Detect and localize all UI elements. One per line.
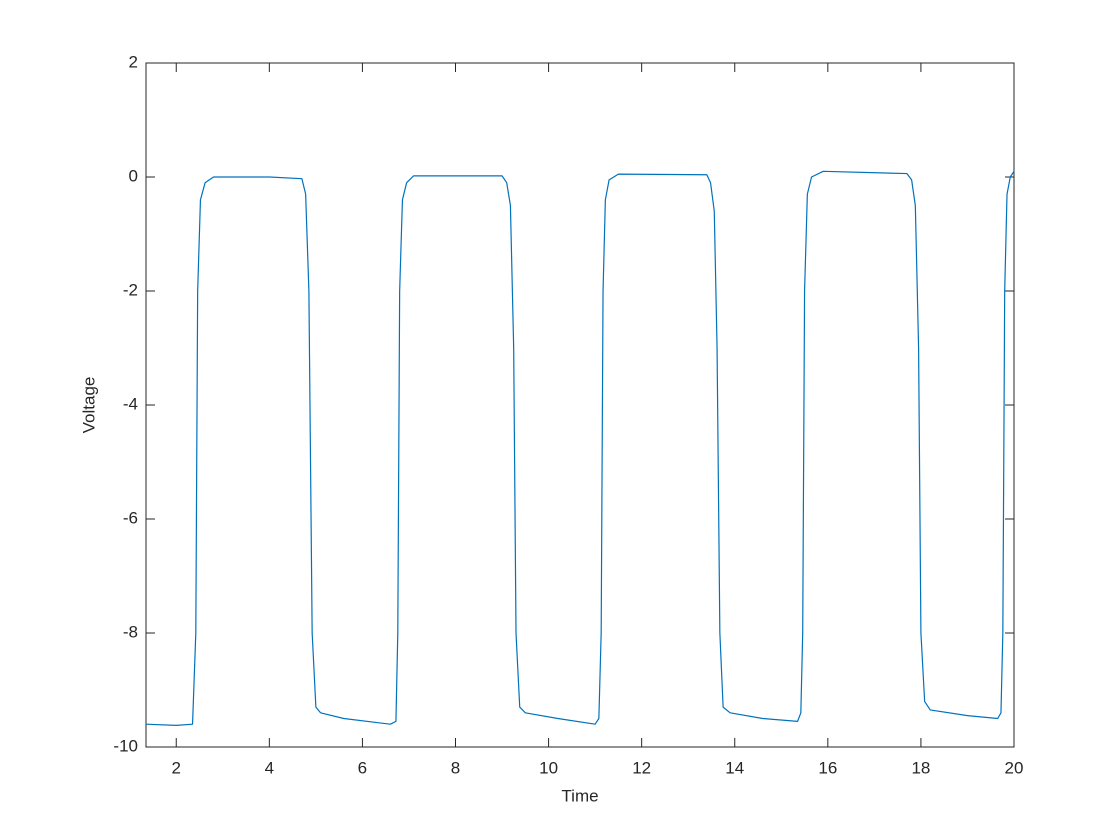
y-tick-label: -2 (123, 280, 138, 299)
y-axis-label: Voltage (79, 377, 98, 434)
x-tick-label: 18 (911, 758, 930, 777)
y-tick-label: 0 (129, 166, 138, 185)
y-tick-label: -10 (113, 736, 138, 755)
axes-box (145, 62, 1015, 748)
x-tick-label: 4 (265, 758, 274, 777)
x-tick-label: 14 (725, 758, 744, 777)
x-tick-label: 16 (818, 758, 837, 777)
x-tick-label: 8 (451, 758, 460, 777)
data-line (145, 170, 1015, 726)
x-tick-label: 10 (539, 758, 558, 777)
y-tick-label: -4 (123, 394, 138, 413)
x-tick-label: 6 (358, 758, 367, 777)
y-tick-label: -6 (123, 508, 138, 527)
x-tick-label: 2 (172, 758, 181, 777)
y-tick-label: -8 (123, 622, 138, 641)
x-axis-label: Time (561, 786, 598, 805)
x-tick-label: 20 (1005, 758, 1024, 777)
x-tick-label: 12 (632, 758, 651, 777)
y-tick-label: 2 (129, 52, 138, 71)
